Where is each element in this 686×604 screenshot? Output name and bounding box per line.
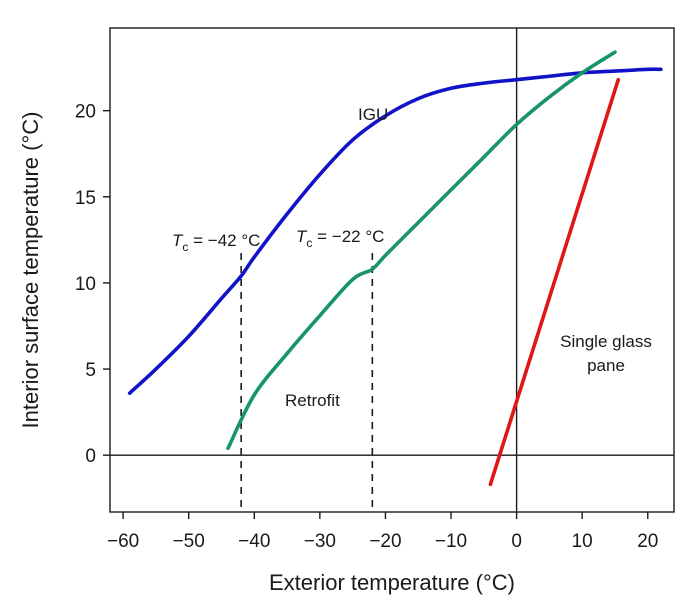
- y-axis-ticks: 0 5 10 15 20: [75, 102, 110, 467]
- igu-label: IGU: [358, 105, 388, 124]
- x-axis-title: Exterior temperature (°C): [269, 570, 515, 595]
- threshold-label: Tc = −22 °C: [296, 227, 384, 250]
- series-line-retrofit: [226, 50, 617, 451]
- y-tick-label: 5: [85, 360, 96, 381]
- series-line-single-glass-pane: [488, 77, 621, 487]
- threshold-label: Tc = −42 °C: [172, 231, 260, 254]
- single-pane-label-line2: pane: [587, 356, 625, 375]
- x-tick-label: 10: [572, 531, 593, 552]
- x-tick-label: −50: [173, 531, 205, 552]
- threshold-labels: Tc = −42 °C Tc = −22 °C: [172, 227, 384, 254]
- y-tick-label: 0: [85, 446, 96, 467]
- x-tick-label: −10: [435, 531, 467, 552]
- plot-frame: [109, 27, 675, 513]
- y-axis-title: Interior surface temperature (°C): [18, 112, 43, 429]
- threshold-lines: [240, 253, 374, 512]
- single-pane-label-line1: Single glass: [560, 332, 652, 351]
- y-tick-label: 15: [75, 188, 96, 209]
- x-tick-label: −60: [107, 531, 139, 552]
- x-axis-ticks: −60 −50 −40 −30 −20 −10 0 10 20: [107, 512, 658, 552]
- x-tick-label: −40: [238, 531, 270, 552]
- x-tick-label: −20: [369, 531, 401, 552]
- x-tick-label: 0: [511, 531, 522, 552]
- x-tick-label: 20: [637, 531, 658, 552]
- series-lines: [127, 50, 663, 487]
- y-tick-label: 20: [75, 102, 96, 123]
- x-tick-label: −30: [304, 531, 336, 552]
- retrofit-label: Retrofit: [285, 391, 340, 410]
- y-tick-label: 10: [75, 274, 96, 295]
